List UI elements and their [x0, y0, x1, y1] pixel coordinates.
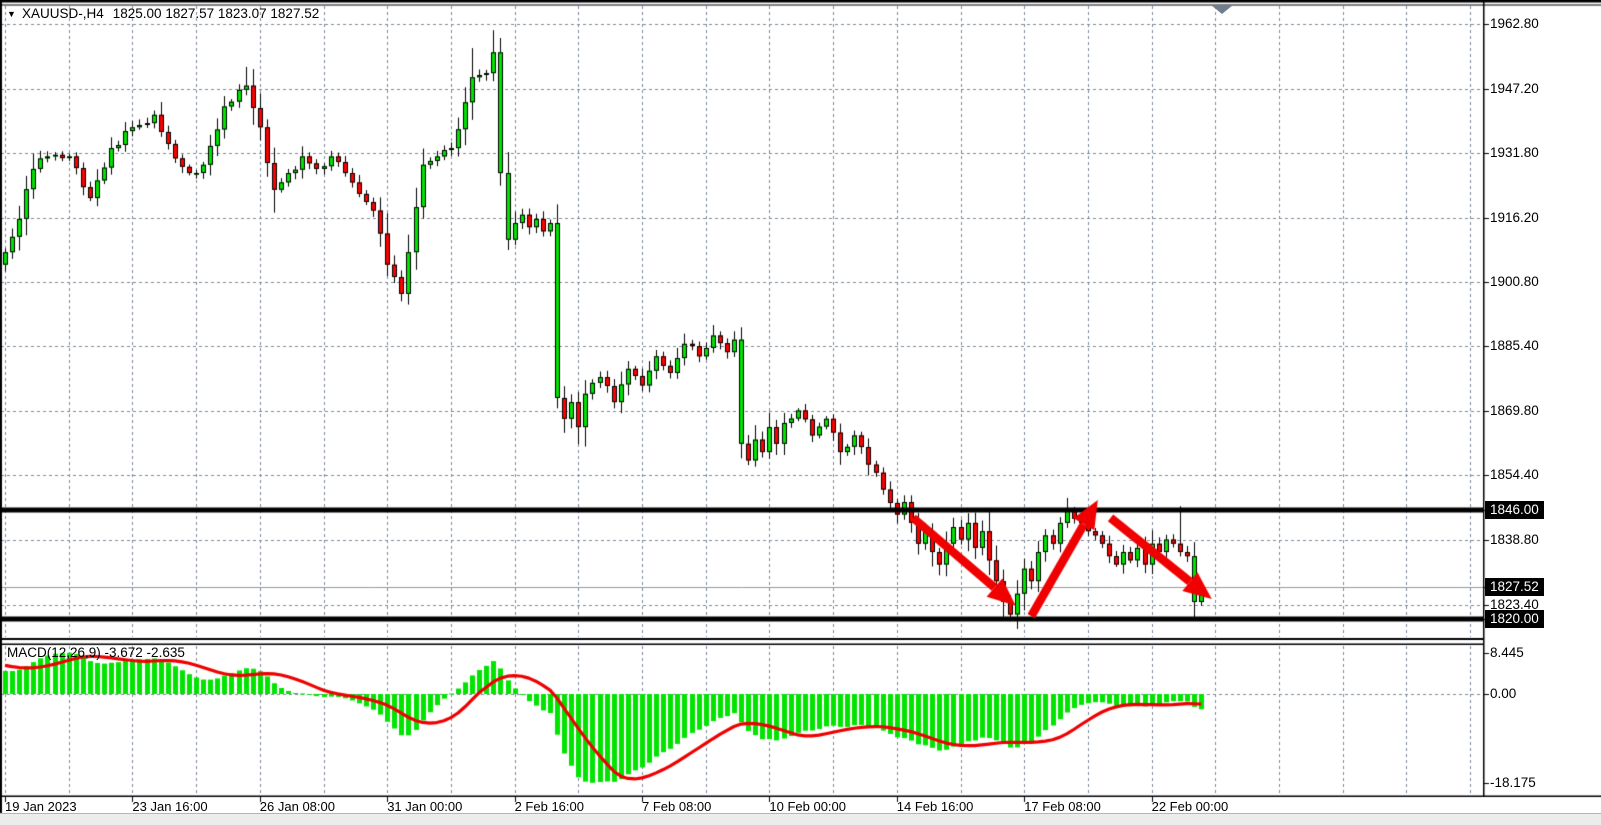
- macd-axis[interactable]: 8.445 0.00 -18.175: [1484, 0, 1601, 796]
- macd-indicator-label: MACD(12,26,9) -3.672 -2.635: [7, 645, 185, 660]
- price-tick-label: 1900.80: [1490, 274, 1539, 290]
- time-tick-label: 22 Feb 00:00: [1151, 799, 1229, 814]
- time-tick-label: 31 Jan 00:00: [387, 799, 463, 814]
- price-badge: 1846.00: [1485, 501, 1544, 520]
- time-tick-label: 14 Feb 16:00: [896, 799, 974, 814]
- price-tick-label: 1931.80: [1490, 145, 1539, 161]
- time-tick-label: 23 Jan 16:00: [132, 799, 208, 814]
- price-tick-label: 1854.40: [1490, 467, 1539, 483]
- price-tick-label: 1962.80: [1490, 16, 1539, 31]
- ohlc-values-label: 1825.00 1827.57 1823.07 1827.52: [112, 6, 320, 21]
- time-tick-label: 10 Feb 00:00: [769, 799, 847, 814]
- time-tick-label: 7 Feb 08:00: [642, 799, 712, 814]
- macd-tick-label: -18.175: [1490, 774, 1536, 790]
- time-tick-label: 17 Feb 08:00: [1024, 799, 1101, 814]
- chart-shift-marker-icon[interactable]: [1211, 5, 1233, 14]
- price-tick-label: 1916.20: [1490, 210, 1539, 226]
- time-tick-label: 19 Jan 2023: [5, 799, 77, 814]
- price-axis[interactable]: 1962.80 1947.20 1931.80 1916.20 1900.80 1885.…: [1484, 0, 1601, 796]
- time-axis[interactable]: 19 Jan 2023 23 Jan 16:00 26 Jan 08:00 31 Ja…: [0, 797, 1601, 814]
- price-badge: 1827.52: [1485, 578, 1544, 597]
- window-bottom-strip: [0, 813, 1601, 825]
- macd-tick-label: 0.00: [1490, 686, 1517, 701]
- macd-tick-label: 8.445: [1490, 644, 1524, 660]
- symbol-timeframe-label: XAUUSD-,H4: [22, 6, 104, 21]
- price-tick-label: 1838.80: [1490, 532, 1539, 548]
- symbol-dropdown-icon[interactable]: ▼: [7, 9, 16, 19]
- price-badge: 1820.00: [1485, 609, 1544, 628]
- price-tick-label: 1885.40: [1490, 338, 1539, 354]
- price-tick-label: 1869.80: [1490, 403, 1539, 419]
- time-tick-label: 26 Jan 08:00: [259, 799, 335, 814]
- chart-title-overlay: XAUUSD-,H4 1825.00 1827.57 1823.07 1827.5…: [22, 6, 319, 21]
- price-tick-label: 1823.40: [1490, 596, 1539, 612]
- price-tick-label: 1947.20: [1490, 80, 1539, 96]
- time-tick-label: 2 Feb 16:00: [514, 799, 584, 814]
